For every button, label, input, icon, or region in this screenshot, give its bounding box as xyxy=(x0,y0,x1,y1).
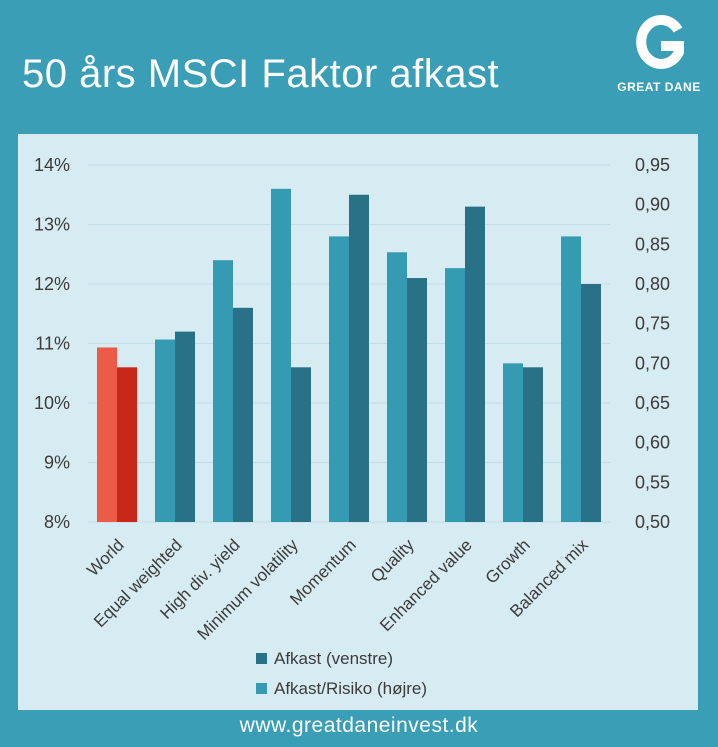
right-axis-tick-label: 0,65 xyxy=(635,393,670,413)
left-axis-tick-label: 8% xyxy=(44,512,70,532)
great-dane-g-icon xyxy=(636,14,684,69)
right-axis-tick-label: 0,70 xyxy=(635,353,670,373)
website-url[interactable]: www.greatdaneinvest.dk xyxy=(239,714,479,737)
logo-text: GREAT DANE xyxy=(617,80,701,94)
legend-label: Afkast/Risiko (højre) xyxy=(274,679,427,698)
bar-afkast-risiko xyxy=(97,347,117,522)
right-axis-tick-label: 0,95 xyxy=(635,155,670,175)
great-dane-logo: GREAT DANE xyxy=(612,14,706,104)
right-axis-tick-label: 0,80 xyxy=(635,274,670,294)
bar-afkast-risiko xyxy=(561,236,581,522)
legend-swatch xyxy=(256,653,267,664)
left-axis-tick-label: 13% xyxy=(34,215,70,235)
category-label: Quality xyxy=(367,535,418,586)
bar-afkast xyxy=(465,206,485,522)
category-label: World xyxy=(83,535,128,580)
bar-afkast xyxy=(291,367,311,522)
left-axis-tick-label: 9% xyxy=(44,453,70,473)
category-label: Minimum volatility xyxy=(194,535,303,644)
bar-afkast xyxy=(233,307,253,522)
bar-afkast-risiko xyxy=(329,236,349,522)
left-axis-tick-label: 10% xyxy=(34,393,70,413)
right-axis-tick-label: 0,85 xyxy=(635,234,670,254)
left-axis-tick-label: 14% xyxy=(34,155,70,175)
bar-afkast-risiko xyxy=(213,260,233,522)
bar-afkast-risiko xyxy=(155,339,175,522)
bar-afkast xyxy=(581,284,601,522)
category-label: Growth xyxy=(482,535,534,587)
bar-afkast xyxy=(175,331,195,522)
right-axis-tick-label: 0,55 xyxy=(635,472,670,492)
right-axis-tick-label: 0,75 xyxy=(635,314,670,334)
right-axis-tick-label: 0,90 xyxy=(635,195,670,215)
bar-afkast-risiko xyxy=(271,188,291,523)
bar-afkast xyxy=(407,278,427,522)
left-axis-tick-label: 12% xyxy=(34,274,70,294)
bar-chart: 8% 9% 10% 11% 12% 13% 14% 0,50 0,55 0,60 0,65 0,70 0… xyxy=(34,155,670,698)
legend-swatch xyxy=(256,683,267,694)
bar-afkast-risiko xyxy=(387,252,407,522)
left-axis-tick-label: 11% xyxy=(35,334,70,354)
bar-afkast-risiko xyxy=(445,268,465,522)
bar-afkast-risiko xyxy=(503,363,523,522)
chart-panel: 8% 9% 10% 11% 12% 13% 14% 0,50 0,55 0,60 0,65 0,70 0… xyxy=(18,134,698,710)
bar-afkast xyxy=(117,367,137,522)
right-axis-tick-label: 0,50 xyxy=(635,512,670,532)
bar-afkast xyxy=(523,367,543,522)
legend-label: Afkast (venstre) xyxy=(274,649,393,668)
right-axis-tick-label: 0,60 xyxy=(635,433,670,453)
bar-afkast xyxy=(349,194,369,522)
chart-title: 50 års MSCI Faktor afkast xyxy=(22,52,500,96)
